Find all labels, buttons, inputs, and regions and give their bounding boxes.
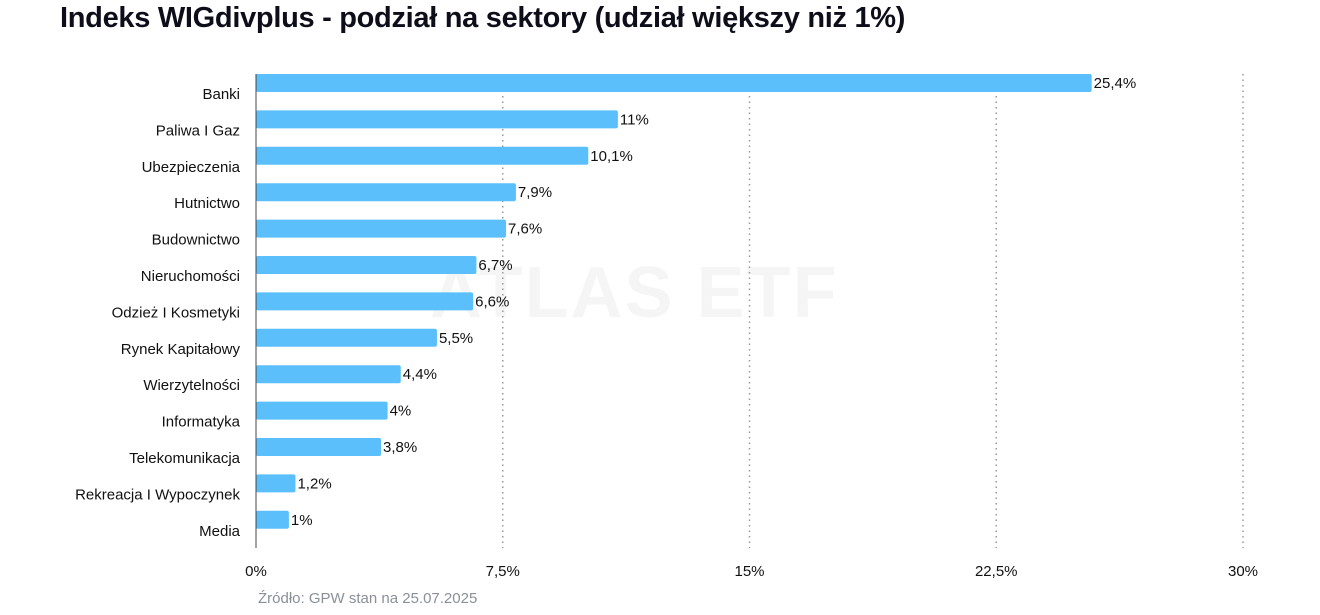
category-label: Telekomunikacja: [129, 450, 241, 467]
bar: [256, 510, 289, 529]
source-note: Źródło: GPW stan na 25.07.2025: [258, 590, 478, 607]
value-label: 11%: [620, 111, 649, 128]
bar: [256, 110, 618, 129]
category-label: Media: [199, 523, 241, 540]
bar: [256, 438, 382, 456]
x-tick-label: 22,5%: [975, 563, 1018, 580]
value-label: 7,9%: [518, 184, 552, 201]
category-label: Rekreacja I Wypoczynek: [75, 486, 240, 503]
x-tick-label: 0%: [245, 563, 267, 580]
bar: [256, 256, 477, 274]
category-label: Ubezpieczenia: [142, 159, 241, 176]
value-label: 1%: [291, 512, 313, 529]
x-axis-tick-labels: 0% 7,5% 15% 22,5% 30%: [245, 563, 1258, 580]
category-label: Banki: [202, 86, 240, 103]
value-label: 1,2%: [297, 475, 331, 492]
x-tick-label: 7,5%: [486, 563, 520, 580]
value-label: 6,7%: [478, 257, 512, 274]
category-label: Rynek Kapitałowy: [121, 341, 241, 358]
category-label: Informatyka: [162, 414, 241, 431]
value-label: 3,8%: [383, 439, 417, 456]
category-label: Nieruchomości: [141, 268, 240, 285]
value-label: 4%: [390, 403, 412, 420]
value-labels: 25,4% 11% 10,1% 7,9% 7,6% 6,7% 6,6% 5,5% 4,4% 4% 3…: [291, 75, 1136, 529]
bar: [256, 328, 437, 347]
page-title: Indeks WIGdivplus - podział na sektory (…: [60, 2, 906, 34]
value-label: 7,6%: [508, 221, 542, 238]
bar: [256, 74, 1092, 92]
bar: [256, 474, 296, 493]
category-labels: Banki Paliwa I Gaz Ubezpieczenia Hutnictwo B…: [75, 86, 241, 540]
category-label: Odzież I Kosmetyki: [112, 304, 240, 321]
value-label: 6,6%: [475, 293, 509, 310]
bar: [256, 219, 507, 238]
value-label: 4,4%: [403, 366, 437, 383]
bars: [256, 74, 1092, 529]
category-label: Paliwa I Gaz: [156, 122, 240, 139]
category-label: Wierzytelności: [143, 377, 240, 394]
grid-lines: [502, 74, 1244, 548]
category-label: Hutnictwo: [174, 195, 240, 212]
category-label: Budownictwo: [152, 232, 240, 249]
x-tick-label: 15%: [734, 563, 764, 580]
value-label: 5,5%: [439, 330, 473, 347]
bar: [256, 183, 516, 202]
value-label: 10,1%: [590, 148, 633, 165]
bar: [256, 292, 474, 311]
bar: [256, 365, 401, 384]
bar: [256, 401, 388, 420]
x-tick-label: 30%: [1228, 563, 1258, 580]
bar: [256, 146, 589, 165]
value-label: 25,4%: [1094, 75, 1137, 92]
